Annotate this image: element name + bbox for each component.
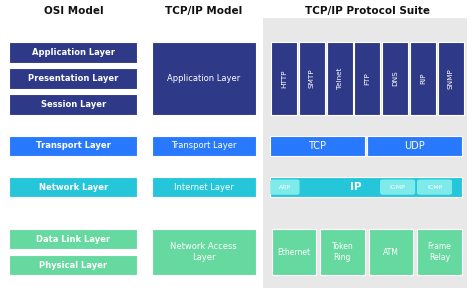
- Text: Application Layer: Application Layer: [32, 48, 115, 57]
- FancyBboxPatch shape: [263, 18, 467, 288]
- FancyBboxPatch shape: [299, 42, 325, 115]
- FancyBboxPatch shape: [367, 136, 462, 156]
- Text: TCP/IP Protocol Suite: TCP/IP Protocol Suite: [305, 6, 430, 16]
- Text: Session Layer: Session Layer: [41, 100, 106, 109]
- FancyBboxPatch shape: [9, 229, 137, 249]
- Text: Transport Layer: Transport Layer: [36, 141, 111, 150]
- Text: UDP: UDP: [404, 141, 425, 151]
- FancyBboxPatch shape: [271, 42, 297, 115]
- FancyBboxPatch shape: [9, 255, 137, 275]
- FancyBboxPatch shape: [152, 42, 256, 115]
- Text: HTTP: HTTP: [281, 69, 287, 88]
- Text: Application Layer: Application Layer: [167, 74, 240, 83]
- FancyBboxPatch shape: [272, 229, 316, 275]
- FancyBboxPatch shape: [270, 136, 365, 156]
- FancyBboxPatch shape: [380, 179, 415, 195]
- Text: FTP: FTP: [365, 72, 370, 85]
- Text: Telnet: Telnet: [337, 68, 343, 89]
- Text: Transport Layer: Transport Layer: [171, 141, 237, 150]
- Text: Network Access
Layer: Network Access Layer: [171, 242, 237, 262]
- FancyBboxPatch shape: [320, 229, 365, 275]
- FancyBboxPatch shape: [9, 136, 137, 156]
- FancyBboxPatch shape: [9, 68, 137, 89]
- Text: OSI Model: OSI Model: [44, 6, 103, 16]
- FancyBboxPatch shape: [9, 177, 137, 197]
- Text: Network Layer: Network Layer: [39, 183, 108, 192]
- Text: ARP: ARP: [279, 185, 291, 190]
- FancyBboxPatch shape: [355, 42, 380, 115]
- FancyBboxPatch shape: [438, 42, 464, 115]
- Text: Ethernet: Ethernet: [277, 248, 310, 257]
- FancyBboxPatch shape: [152, 177, 256, 197]
- Text: SMTP: SMTP: [309, 69, 315, 88]
- Text: IGMP: IGMP: [390, 185, 405, 190]
- Text: ICMP: ICMP: [427, 185, 442, 190]
- Text: ATM: ATM: [383, 248, 399, 257]
- FancyBboxPatch shape: [270, 179, 300, 195]
- Text: Internet Layer: Internet Layer: [174, 183, 234, 192]
- Text: Presentation Layer: Presentation Layer: [28, 74, 118, 83]
- Text: DNS: DNS: [392, 71, 398, 86]
- Text: IP: IP: [350, 182, 362, 192]
- FancyBboxPatch shape: [410, 42, 436, 115]
- Text: TCP/IP Model: TCP/IP Model: [165, 6, 242, 16]
- FancyBboxPatch shape: [152, 229, 256, 275]
- Text: TCP: TCP: [309, 141, 326, 151]
- Text: Physical Layer: Physical Layer: [39, 261, 108, 270]
- Text: SNMP: SNMP: [447, 68, 454, 89]
- FancyBboxPatch shape: [369, 229, 413, 275]
- FancyBboxPatch shape: [9, 94, 137, 115]
- FancyBboxPatch shape: [382, 42, 408, 115]
- Text: Data Link Layer: Data Link Layer: [36, 235, 110, 244]
- FancyBboxPatch shape: [152, 136, 256, 156]
- FancyBboxPatch shape: [417, 229, 462, 275]
- FancyBboxPatch shape: [270, 177, 462, 197]
- FancyBboxPatch shape: [9, 42, 137, 63]
- Text: Frame
Relay: Frame Relay: [428, 242, 451, 262]
- Text: Token
Ring: Token Ring: [331, 242, 353, 262]
- FancyBboxPatch shape: [327, 42, 353, 115]
- FancyBboxPatch shape: [417, 179, 452, 195]
- Text: RIP: RIP: [420, 73, 426, 84]
